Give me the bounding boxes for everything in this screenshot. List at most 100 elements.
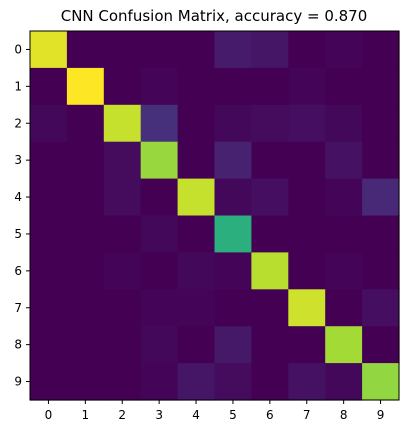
heatmap-cell-5-8 [325, 216, 363, 254]
heatmap-cell-8-9 [362, 326, 400, 364]
y-tick-label-4: 4 [14, 190, 22, 204]
heatmap-cell-1-6 [251, 68, 289, 106]
heatmap-cell-1-8 [325, 68, 363, 106]
heatmap-cell-6-2 [104, 252, 142, 290]
heatmap-cell-3-8 [325, 142, 363, 180]
heatmap-cell-2-2 [104, 105, 142, 143]
heatmap-cell-4-2 [104, 179, 142, 217]
heatmap-cell-7-4 [178, 289, 216, 327]
heatmap-cell-2-8 [325, 105, 363, 143]
x-tick-label-8: 8 [340, 408, 348, 422]
heatmap-cell-6-5 [215, 252, 253, 290]
heatmap-cell-0-1 [67, 31, 105, 69]
heatmap-cell-4-7 [288, 179, 326, 217]
heatmap-cell-2-7 [288, 105, 326, 143]
heatmap-cell-1-9 [362, 68, 400, 106]
heatmap-cell-2-6 [251, 105, 289, 143]
heatmap-cell-1-2 [104, 68, 142, 106]
heatmap-cell-0-4 [178, 31, 216, 69]
heatmap-cell-2-4 [178, 105, 216, 143]
heatmap-cells [30, 31, 400, 401]
heatmap-cell-5-3 [141, 216, 179, 254]
heatmap-cell-6-7 [288, 252, 326, 290]
heatmap-cell-1-3 [141, 68, 179, 106]
heatmap-cell-6-9 [362, 252, 400, 290]
heatmap-cell-9-3 [141, 363, 179, 401]
heatmap-cell-7-8 [325, 289, 363, 327]
heatmap-cell-5-9 [362, 216, 400, 254]
heatmap-cell-3-5 [215, 142, 253, 180]
x-tick-label-2: 2 [118, 408, 126, 422]
heatmap-cell-4-8 [325, 179, 363, 217]
heatmap-cell-0-2 [104, 31, 142, 69]
heatmap-cell-9-4 [178, 363, 216, 401]
y-tick-label-8: 8 [14, 338, 22, 352]
heatmap-cell-8-3 [141, 326, 179, 364]
heatmap-cell-8-8 [325, 326, 363, 364]
heatmap-cell-0-5 [215, 31, 253, 69]
heatmap-cell-6-1 [67, 252, 105, 290]
heatmap-cell-3-7 [288, 142, 326, 180]
heatmap-cell-4-1 [67, 179, 105, 217]
heatmap-cell-9-8 [325, 363, 363, 401]
heatmap-cell-2-1 [67, 105, 105, 143]
heatmap-cell-7-2 [104, 289, 142, 327]
heatmap-cell-5-6 [251, 216, 289, 254]
heatmap-cell-5-7 [288, 216, 326, 254]
x-tick-label-3: 3 [155, 408, 163, 422]
x-tick-label-1: 1 [82, 408, 90, 422]
heatmap-cell-3-0 [30, 142, 68, 180]
heatmap-cell-5-2 [104, 216, 142, 254]
heatmap-cell-0-6 [251, 31, 289, 69]
heatmap-cell-4-5 [215, 179, 253, 217]
heatmap-cell-3-2 [104, 142, 142, 180]
x-tick-label-7: 7 [303, 408, 311, 422]
heatmap-cell-8-7 [288, 326, 326, 364]
heatmap-cell-5-1 [67, 216, 105, 254]
y-tick-label-5: 5 [14, 227, 22, 241]
heatmap-cell-9-5 [215, 363, 253, 401]
heatmap-cell-6-4 [178, 252, 216, 290]
y-tick-label-1: 1 [14, 79, 22, 93]
heatmap-cell-8-0 [30, 326, 68, 364]
heatmap-cell-1-5 [215, 68, 253, 106]
heatmap-cell-6-3 [141, 252, 179, 290]
heatmap-cell-4-4 [178, 179, 216, 217]
heatmap-cell-7-1 [67, 289, 105, 327]
heatmap-cell-2-3 [141, 105, 179, 143]
y-tick-label-0: 0 [14, 42, 22, 56]
heatmap-cell-1-4 [178, 68, 216, 106]
heatmap-cell-0-7 [288, 31, 326, 69]
heatmap-cell-8-5 [215, 326, 253, 364]
heatmap-cell-7-9 [362, 289, 400, 327]
heatmap-cell-4-3 [141, 179, 179, 217]
heatmap-cell-6-6 [251, 252, 289, 290]
heatmap-cell-5-5 [215, 216, 253, 254]
heatmap-cell-7-5 [215, 289, 253, 327]
heatmap-cell-1-0 [30, 68, 68, 106]
heatmap-cell-5-4 [178, 216, 216, 254]
chart-title: CNN Confusion Matrix, accuracy = 0.870 [61, 7, 368, 25]
heatmap-cell-1-7 [288, 68, 326, 106]
y-tick-label-7: 7 [14, 301, 22, 315]
x-tick-label-5: 5 [229, 408, 237, 422]
heatmap-cell-2-9 [362, 105, 400, 143]
heatmap-cell-9-6 [251, 363, 289, 401]
heatmap-cell-9-7 [288, 363, 326, 401]
heatmap-cell-6-8 [325, 252, 363, 290]
x-axis: 0123456789 [45, 400, 385, 422]
y-tick-label-3: 3 [14, 153, 22, 167]
heatmap-cell-2-5 [215, 105, 253, 143]
heatmap-cell-7-6 [251, 289, 289, 327]
y-tick-label-6: 6 [14, 264, 22, 278]
heatmap-cell-9-0 [30, 363, 68, 401]
heatmap-cell-8-6 [251, 326, 289, 364]
y-tick-label-9: 9 [14, 375, 22, 389]
heatmap-cell-8-2 [104, 326, 142, 364]
heatmap-cell-8-4 [178, 326, 216, 364]
heatmap-cell-3-9 [362, 142, 400, 180]
heatmap-cell-6-0 [30, 252, 68, 290]
heatmap-cell-3-4 [178, 142, 216, 180]
heatmap-cell-7-0 [30, 289, 68, 327]
